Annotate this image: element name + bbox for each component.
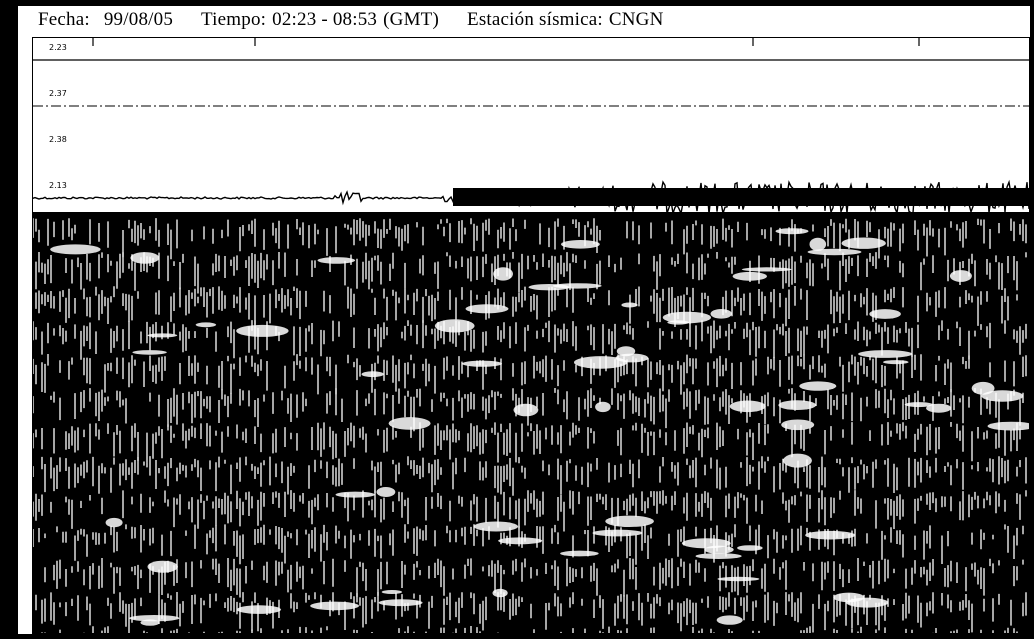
noise-blotch	[130, 252, 160, 264]
date-value: 99/08/05	[103, 9, 174, 30]
noise-blotch	[695, 553, 742, 559]
noise-blotch	[574, 356, 628, 369]
noise-blotch	[971, 381, 995, 395]
noise-row-11	[44, 558, 1024, 598]
trace-label-3: 2.38	[49, 135, 67, 144]
noise-blotch	[465, 304, 509, 314]
noise-blotch	[858, 350, 913, 358]
noise-blotch	[132, 350, 167, 355]
noise-blotch	[129, 615, 180, 622]
noise-row-12	[35, 592, 1027, 633]
noise-blotch	[704, 545, 734, 554]
noise-blotch	[737, 545, 763, 551]
noise-blotch	[783, 453, 812, 468]
noise-blotch	[741, 267, 792, 272]
date-label: Fecha:	[38, 9, 90, 30]
noise-blotch	[662, 311, 712, 324]
noise-blotch	[195, 322, 217, 328]
noise-blotch	[236, 324, 289, 337]
seismogram-plot: 2.23 2.37 2.38 2.13	[32, 37, 1030, 634]
noise-blotch	[807, 248, 862, 256]
noise-row-2	[35, 252, 1027, 294]
noise-blotch	[716, 615, 743, 625]
noise-blotch	[717, 576, 760, 582]
noise-row-8	[33, 456, 1027, 496]
noise-blotch	[381, 590, 403, 594]
noise-blotch	[236, 605, 281, 614]
saturated-noise-region	[33, 212, 1029, 633]
noise-blotch	[621, 302, 638, 308]
noise-row-10	[33, 524, 1024, 565]
noise-blotch	[926, 403, 952, 413]
noise-blotch	[805, 530, 856, 540]
noise-blotch	[105, 517, 123, 528]
noise-blotch	[560, 550, 599, 557]
time-value: 02:23 - 08:53	[272, 9, 378, 30]
noise-blotch	[528, 284, 570, 291]
noise-blotch	[778, 400, 816, 410]
time-zone: (GMT)	[383, 9, 440, 30]
noise-blotch	[147, 560, 178, 573]
seismogram-sheet: Fecha: 99/08/05 Tiempo: 02:23 - 08:53 (GMT) E…	[18, 6, 1030, 634]
noise-blotch	[595, 401, 611, 413]
trace-label-4: 2.13	[49, 181, 67, 190]
noise-blotch	[710, 309, 732, 319]
noise-blotch	[513, 403, 539, 417]
noise-blotch	[493, 267, 513, 281]
trace-label-1: 2.23	[49, 43, 67, 52]
noise-blotch	[492, 588, 508, 598]
seismogram-svg: 2.23 2.37 2.38 2.13	[33, 38, 1029, 633]
noise-blotch	[949, 270, 972, 282]
noise-blotch	[869, 309, 901, 319]
noise-blotch	[729, 400, 766, 413]
station-label: Estación sísmica:	[467, 9, 603, 30]
noise-row-3	[35, 286, 1018, 327]
noise-blotch	[841, 237, 886, 249]
noise-blotch	[462, 360, 503, 367]
noise-blotch	[592, 529, 643, 537]
noise-blotch	[434, 319, 475, 333]
noise-blotch	[388, 417, 431, 430]
noise-blotch	[883, 360, 909, 365]
noise-blotch	[987, 421, 1029, 431]
header-bar: Fecha: 99/08/05 Tiempo: 02:23 - 08:53 (GMT) E…	[38, 9, 664, 33]
station-value: CNGN	[608, 9, 664, 30]
noise-blotch	[904, 402, 933, 408]
noise-row-13	[41, 626, 1018, 633]
noise-blotch	[147, 333, 178, 338]
time-label: Tiempo:	[201, 9, 267, 30]
noise-row-6	[33, 388, 1024, 429]
noise-blotch	[833, 592, 865, 603]
noise-blotch	[781, 419, 815, 431]
noise-blotch	[310, 601, 359, 611]
noise-blotch	[317, 257, 356, 264]
noise-blotch	[561, 240, 600, 249]
noise-blotch	[335, 491, 375, 498]
noise-blotch	[732, 271, 767, 281]
noise-blotch	[376, 487, 396, 497]
trace-label-2: 2.37	[49, 89, 67, 98]
noise-blotch	[498, 537, 543, 545]
noise-row-7	[33, 422, 1021, 463]
noise-blotch	[605, 515, 654, 527]
noise-blotch	[378, 599, 423, 607]
noise-band-top	[453, 188, 1029, 206]
noise-blotch	[361, 371, 384, 378]
noise-blotch	[775, 228, 809, 235]
noise-blotch	[799, 381, 837, 391]
noise-row-9	[33, 490, 1027, 532]
noise-blotch	[809, 237, 827, 251]
noise-row-1	[33, 218, 1027, 260]
noise-blotch	[473, 521, 519, 532]
noise-blotch	[50, 244, 101, 255]
noise-blotch	[981, 390, 1024, 402]
